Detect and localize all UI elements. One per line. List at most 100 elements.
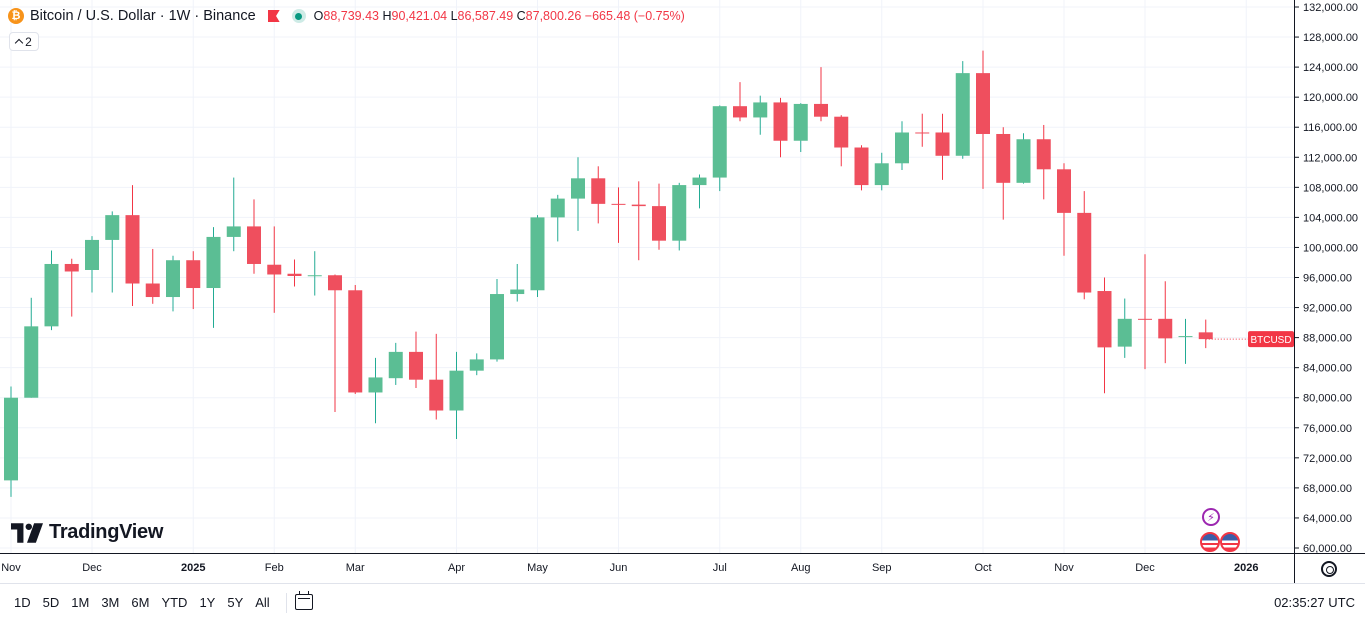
price-tick-label: 88,000.00 [1303, 333, 1352, 345]
candle [874, 152, 889, 191]
open-key: O [313, 9, 324, 23]
candle-body [24, 326, 39, 398]
candle [672, 182, 687, 251]
price-tick-label: 76,000.00 [1303, 423, 1352, 435]
market-status-icon[interactable] [291, 9, 306, 23]
candle [166, 255, 180, 312]
candle-body [307, 275, 322, 277]
time-tick-label: Mar [346, 562, 365, 574]
open-value: 88,739.43 [323, 9, 379, 23]
candle [247, 199, 261, 274]
time-tick-label: Dec [1135, 562, 1155, 574]
indicators-count: 2 [25, 34, 32, 49]
range-selector: 1D 5D 1M 3M 6M YTD 1Y 5Y All [8, 591, 313, 613]
symbol-legend: ₿ Bitcoin / U.S. Dollar · 1W · Binance O… [8, 6, 685, 26]
time-tick-label: Oct [974, 562, 991, 574]
candle [1077, 191, 1092, 300]
price-tick-label: 132,000.00 [1303, 2, 1358, 14]
price-chart[interactable]: 60,000.00 64,000.00 68,000.00 72,000.00 76,0… [0, 0, 1365, 583]
bottom-toolbar: 1D 5D 1M 3M 6M YTD 1Y 5Y All 02:35:27 UT… [0, 583, 1365, 623]
candle [85, 236, 99, 293]
bolt-icon[interactable]: ⚡ [1202, 508, 1220, 526]
candle [773, 97, 788, 158]
candle-body [915, 132, 930, 134]
candle-body [611, 203, 626, 205]
range-button-3m[interactable]: 3M [101, 595, 120, 610]
candle-body [733, 106, 747, 118]
flag-icon[interactable] [268, 10, 282, 22]
candle [267, 226, 282, 313]
toolbar-divider [285, 593, 287, 613]
candle-body [1178, 336, 1193, 338]
close-key: C [516, 9, 526, 23]
candle [186, 251, 201, 310]
candle-body [955, 73, 970, 156]
candle [510, 263, 525, 302]
candle [348, 285, 363, 394]
candle-body [469, 359, 484, 371]
tradingview-logo[interactable]: TradingView [11, 521, 163, 544]
candle [24, 297, 39, 398]
us-flag-icon[interactable] [1220, 532, 1240, 552]
candle [915, 113, 930, 147]
symbol-title[interactable]: Bitcoin / U.S. Dollar · 1W · Binance [30, 8, 256, 24]
candle-body [1198, 332, 1213, 340]
candle [206, 227, 221, 328]
candle-body [571, 178, 585, 199]
candle-body [368, 377, 383, 393]
time-tick-label: Aug [791, 562, 811, 574]
price-tick-label: 100,000.00 [1303, 242, 1358, 254]
candle [4, 386, 18, 497]
candle-body [631, 204, 646, 207]
last-price-label-bg [1248, 331, 1294, 348]
tradingview-logo-icon [11, 522, 43, 543]
candle [1138, 254, 1152, 370]
price-tick-label: 124,000.00 [1303, 62, 1358, 74]
last-price-label: BTCUSD [1250, 335, 1291, 346]
candle [793, 103, 808, 153]
candle-body [44, 263, 59, 327]
tradingview-logo-text: TradingView [49, 521, 164, 543]
candle-body [591, 178, 606, 204]
price-tick-label: 104,000.00 [1303, 212, 1358, 224]
candle [976, 50, 990, 189]
candle [712, 105, 727, 192]
range-button-1m[interactable]: 1M [71, 595, 90, 610]
range-button-ytd[interactable]: YTD [161, 595, 188, 610]
candle [1117, 298, 1132, 358]
candle-body [490, 294, 504, 360]
candle-body [854, 147, 869, 186]
candle-body [753, 102, 768, 118]
indicators-toggle-button[interactable]: 2 [9, 32, 39, 51]
close-value: 87,800.26 [525, 9, 582, 23]
time-tick-label: Jul [713, 562, 727, 574]
candle-body [510, 289, 525, 295]
us-flag-icon[interactable] [1200, 532, 1220, 552]
candle-body [530, 217, 545, 291]
candle-body [1057, 169, 1071, 213]
calendar-icon[interactable] [294, 591, 313, 610]
low-key: L [450, 9, 458, 23]
utc-clock[interactable]: 02:35:27 UTC [1274, 595, 1355, 610]
range-button-1y[interactable]: 1Y [199, 595, 216, 610]
range-button-1d[interactable]: 1D [14, 595, 31, 610]
axes: 60,000.00 64,000.00 68,000.00 72,000.00 76,0… [0, 0, 1365, 583]
candle [955, 61, 970, 159]
price-tick-label: 116,000.00 [1303, 122, 1357, 134]
candle [834, 115, 849, 167]
candle [1158, 281, 1173, 364]
candle [652, 183, 666, 250]
range-button-all[interactable]: All [255, 595, 270, 610]
candle-body [996, 133, 1011, 183]
candle-body [1158, 318, 1173, 339]
price-tick-label: 128,000.00 [1303, 32, 1358, 44]
range-button-5y[interactable]: 5Y [227, 595, 244, 610]
range-button-5d[interactable]: 5D [42, 595, 60, 610]
low-value: 86,587.49 [457, 9, 514, 23]
high-value: 90,421.04 [391, 9, 448, 23]
candle-body [834, 116, 849, 148]
candle-body [1016, 139, 1031, 183]
candle [814, 67, 828, 122]
range-button-6m[interactable]: 6M [131, 595, 150, 610]
gear-icon[interactable] [1321, 561, 1337, 577]
